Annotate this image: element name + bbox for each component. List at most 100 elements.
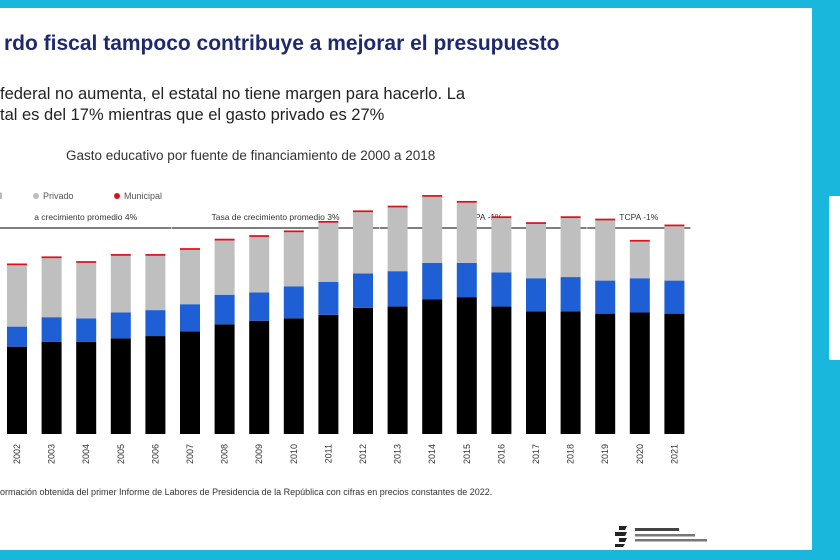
legend-privado-marker	[33, 193, 39, 199]
bar-municipal-2006	[145, 254, 166, 256]
bar-estatal-2006	[145, 310, 166, 337]
bar-privado-2012	[353, 212, 373, 274]
bar-municipal-2017	[526, 222, 546, 224]
bar-municipal-2018	[560, 216, 581, 219]
bar-estatal-2008	[214, 294, 235, 325]
x-tick-label: 2012	[358, 444, 368, 464]
next-slide-edge	[829, 196, 840, 360]
footnote: ormación obtenida del primer Informe de …	[0, 487, 493, 497]
bar-federal-2020	[629, 312, 650, 434]
x-tick-label: 2016	[496, 444, 506, 464]
bar-municipal-2013	[387, 205, 408, 208]
period-annotation-label: TCPA -1%	[619, 212, 658, 222]
bar-privado-2019	[595, 220, 616, 281]
bar-municipal-2010	[283, 230, 304, 233]
bar-privado-2002	[7, 265, 27, 327]
bar-privado-2021	[664, 226, 685, 281]
x-tick-label: 2006	[150, 444, 160, 464]
bar-privado-2004	[76, 262, 97, 319]
bar-federal-2011	[318, 314, 339, 434]
x-tick-label: 2019	[600, 444, 610, 464]
subtitle-line-2: tal es del 17% mientras que el gasto pri…	[0, 106, 385, 124]
chart-title: Gasto educativo por fuente de financiami…	[66, 148, 436, 163]
bar-privado-2014	[422, 196, 443, 263]
bar-privado-2011	[318, 222, 339, 282]
bar-federal-2003	[41, 341, 62, 434]
slide-title: rdo fiscal tampoco contribuye a mejorar …	[4, 32, 560, 55]
bar-municipal-2007	[180, 248, 200, 250]
bar-privado-2013	[387, 207, 408, 272]
bar-municipal-2005	[110, 254, 131, 256]
legend-federal-label: l	[0, 191, 2, 201]
bar-federal-2021	[664, 313, 685, 434]
bar-municipal-2016	[491, 216, 512, 219]
bar-municipal-2015	[456, 200, 477, 203]
bar-estatal-2007	[180, 304, 200, 332]
slide-canvas: rdo fiscal tampoco contribuye a mejorar …	[0, 8, 812, 550]
bar-estatal-2019	[595, 280, 616, 314]
bar-municipal-2009	[249, 235, 270, 237]
bar-municipal-2020	[629, 239, 650, 242]
x-tick-label: 2007	[185, 444, 195, 464]
x-tick-label: 2003	[47, 444, 57, 464]
bar-estatal-2018	[560, 277, 581, 312]
bar-federal-2006	[145, 336, 166, 434]
bar-federal-2002	[7, 346, 27, 434]
bar-privado-2008	[214, 240, 235, 295]
bar-federal-2010	[283, 318, 304, 434]
bar-privado-2003	[41, 258, 62, 318]
bar-privado-2018	[560, 218, 581, 278]
period-annotation-label: Tasa de crecimiento promedio 3%	[211, 212, 339, 222]
stacked-bar-chart: l Privado Municipal a crecimiento promedio …	[0, 191, 691, 464]
bar-federal-2007	[180, 331, 200, 434]
bar-estatal-2013	[387, 271, 408, 307]
bar-estatal-2017	[526, 278, 546, 312]
bar-privado-2010	[283, 232, 304, 287]
x-tick-label: 2014	[427, 444, 437, 464]
bar-privado-2020	[629, 241, 650, 279]
bar-federal-2016	[491, 306, 512, 434]
bar-municipal-2014	[422, 195, 443, 197]
x-tick-label: 2005	[116, 444, 126, 464]
bar-estatal-2003	[41, 317, 62, 342]
bar-estatal-2016	[491, 272, 512, 307]
x-tick-label: 2011	[323, 444, 333, 463]
legend-municipal-label: Municipal	[124, 191, 162, 201]
bar-municipal-2002	[7, 263, 27, 266]
bar-municipal-2003	[41, 256, 62, 259]
bar-privado-2016	[491, 218, 512, 273]
bar-federal-2014	[422, 299, 443, 434]
bar-estatal-2021	[664, 280, 685, 314]
x-tick-label: 2020	[635, 444, 645, 464]
bar-privado-2007	[180, 249, 200, 305]
bar-estatal-2010	[283, 286, 304, 319]
institution-logo	[615, 526, 707, 547]
x-tick-label: 2002	[12, 444, 22, 464]
x-tick-label: 2013	[393, 444, 403, 464]
x-tick-label: 2010	[289, 444, 299, 464]
bar-federal-2004	[76, 341, 97, 434]
bar-estatal-2015	[456, 262, 477, 298]
bar-federal-2018	[560, 311, 581, 434]
bar-federal-2019	[595, 313, 616, 434]
bar-federal-2015	[456, 297, 477, 434]
bar-estatal-2014	[422, 262, 443, 300]
bar-municipal-2008	[214, 238, 235, 241]
bar-estatal-2009	[249, 292, 270, 321]
bar-privado-2015	[456, 202, 477, 263]
legend-privado-label: Privado	[43, 191, 74, 201]
legend-municipal-marker	[114, 193, 120, 199]
x-tick-label: 2021	[669, 444, 679, 464]
bar-privado-2017	[526, 223, 546, 279]
bar-estatal-2004	[76, 318, 97, 342]
period-annotation-label: a crecimiento promedio 4%	[34, 212, 137, 222]
bar-federal-2009	[249, 320, 270, 434]
bar-municipal-2011	[318, 221, 339, 223]
bar-municipal-2004	[76, 261, 97, 263]
x-tick-label: 2015	[462, 444, 472, 464]
bar-estatal-2005	[110, 312, 131, 339]
bar-estatal-2020	[629, 278, 650, 313]
x-tick-label: 2017	[531, 444, 541, 464]
subtitle-line-1: federal no aumenta, el estatal no tiene …	[0, 85, 466, 103]
bar-estatal-2012	[353, 273, 373, 308]
